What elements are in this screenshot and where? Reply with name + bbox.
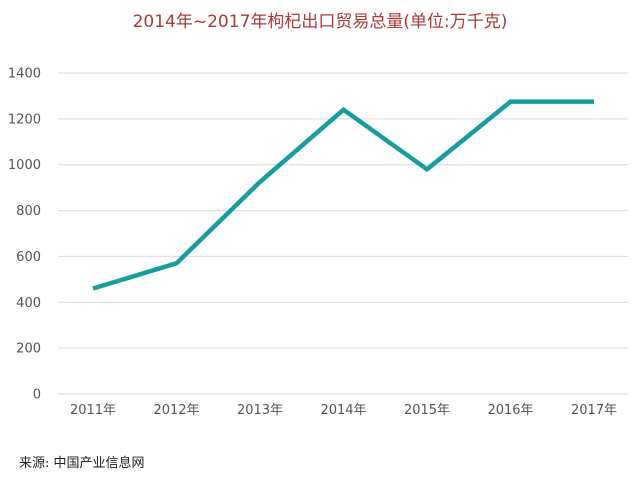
chart-title: 2014年~2017年枸杞出口贸易总量(单位:万千克) xyxy=(132,12,508,32)
x-axis-ticks: 2011年 2012年 2013年 2014年 2015年 2016年 2017年 xyxy=(70,403,617,418)
y-tick-label: 0 xyxy=(33,388,41,403)
y-tick-label: 600 xyxy=(16,250,41,265)
gridlines xyxy=(58,72,628,395)
y-tick-label: 1000 xyxy=(8,158,41,173)
y-tick-label: 800 xyxy=(16,204,41,219)
series-line xyxy=(92,99,594,291)
y-tick-label: 200 xyxy=(16,342,41,357)
y-tick-label: 1200 xyxy=(8,112,41,127)
x-tick-label: 2011年 xyxy=(70,403,116,418)
y-tick-label: 1400 xyxy=(8,67,41,82)
x-tick-label: 2014年 xyxy=(320,403,366,418)
x-tick-label: 2017年 xyxy=(571,403,617,418)
x-tick-label: 2015年 xyxy=(404,403,450,418)
x-tick-label: 2016年 xyxy=(487,403,533,418)
source-note: 来源: 中国产业信息网 xyxy=(19,456,145,471)
y-axis-ticks: 0 200 400 600 800 1000 1200 1400 xyxy=(8,67,41,403)
x-tick-label: 2013年 xyxy=(237,403,283,418)
x-tick-label: 2012年 xyxy=(153,403,199,418)
y-tick-label: 400 xyxy=(16,296,41,311)
series-layer xyxy=(92,99,595,291)
